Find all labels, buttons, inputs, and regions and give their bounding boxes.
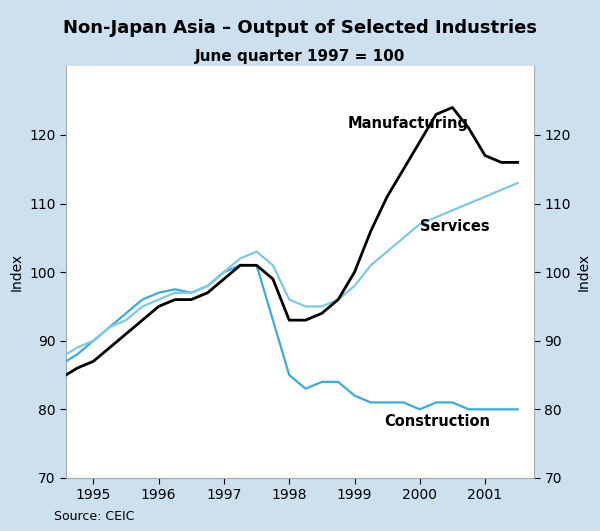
Text: Source: CEIC: Source: CEIC [54,510,134,523]
Y-axis label: Index: Index [10,253,23,291]
Text: Non-Japan Asia – Output of Selected Industries: Non-Japan Asia – Output of Selected Indu… [63,19,537,37]
Text: Construction: Construction [384,415,490,430]
Title: June quarter 1997 = 100: June quarter 1997 = 100 [195,49,405,64]
Text: Manufacturing: Manufacturing [348,116,469,131]
Text: Services: Services [420,219,490,234]
Y-axis label: Index: Index [577,253,590,291]
